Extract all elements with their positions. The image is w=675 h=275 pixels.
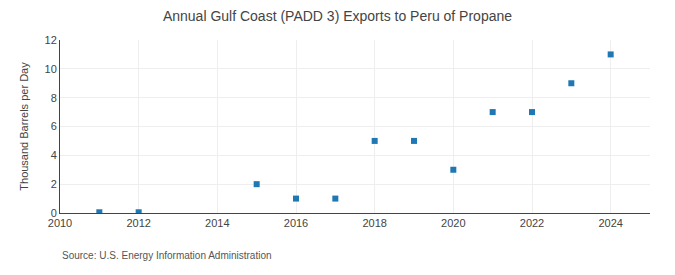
svg-text:2020: 2020 xyxy=(441,217,465,229)
svg-text:2010: 2010 xyxy=(48,217,72,229)
svg-text:2018: 2018 xyxy=(362,217,386,229)
svg-text:2014: 2014 xyxy=(205,217,229,229)
svg-text:4: 4 xyxy=(51,149,57,161)
svg-text:2024: 2024 xyxy=(598,217,622,229)
svg-text:2012: 2012 xyxy=(126,217,150,229)
svg-text:12: 12 xyxy=(45,34,57,46)
svg-text:2: 2 xyxy=(51,178,57,190)
svg-text:Thousand Barrels per Day: Thousand Barrels per Day xyxy=(18,62,30,191)
svg-text:8: 8 xyxy=(51,92,57,104)
svg-text:2016: 2016 xyxy=(284,217,308,229)
svg-text:6: 6 xyxy=(51,120,57,132)
svg-text:0: 0 xyxy=(51,207,57,219)
svg-text:10: 10 xyxy=(45,63,57,75)
svg-text:Annual Gulf Coast (PADD 3) Exp: Annual Gulf Coast (PADD 3) Exports to Pe… xyxy=(163,8,512,24)
svg-text:Source: U.S. Energy Informatio: Source: U.S. Energy Information Administ… xyxy=(62,250,272,261)
svg-text:2022: 2022 xyxy=(520,217,544,229)
